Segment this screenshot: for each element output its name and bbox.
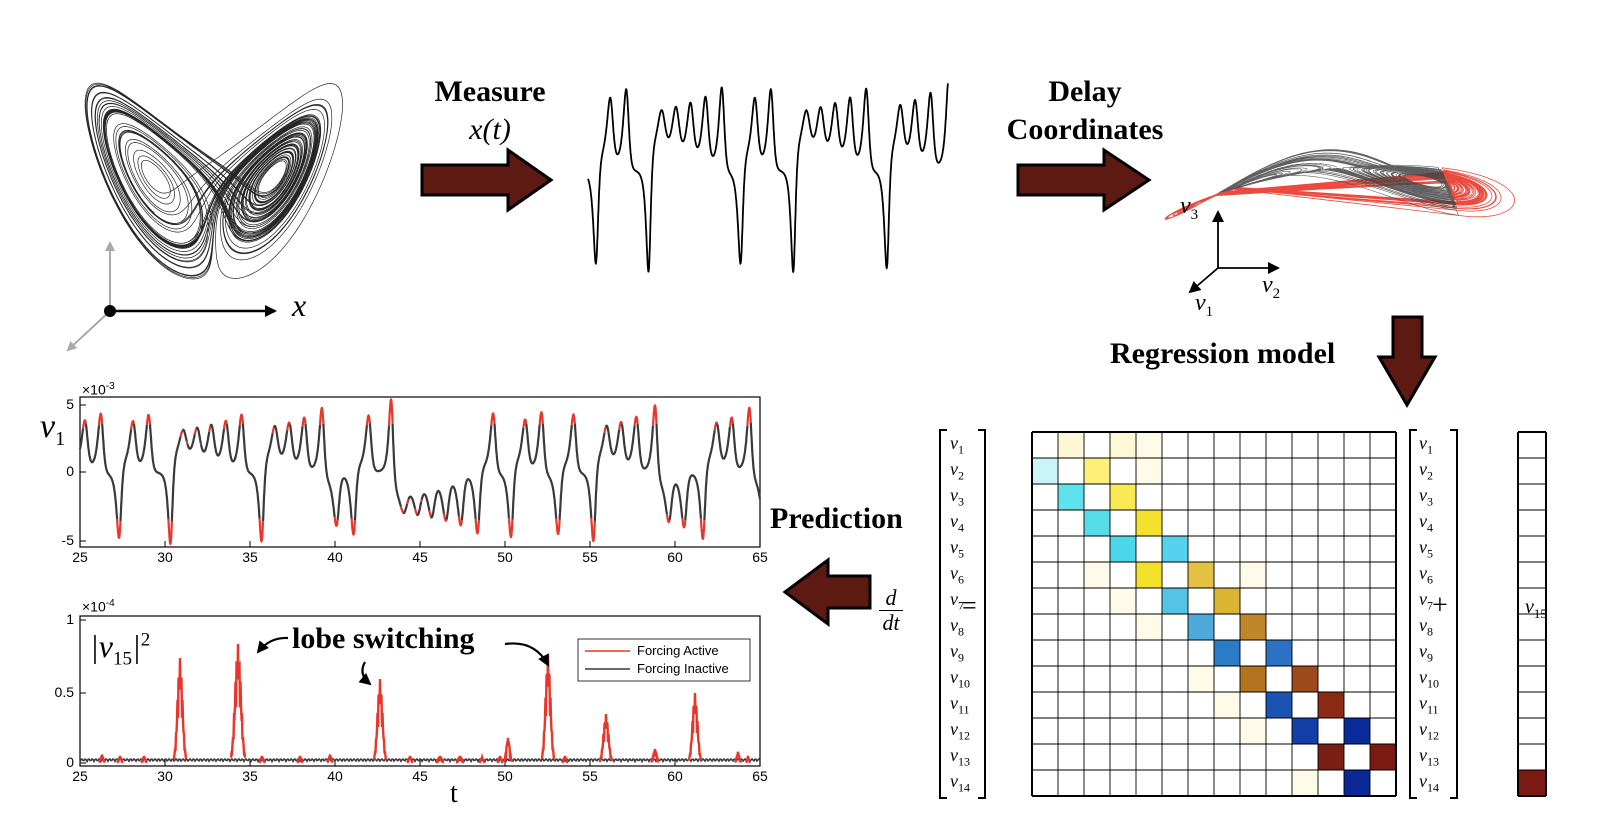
state-vector-entry: v1 (1419, 433, 1433, 457)
state-vector-entry: v1 (950, 433, 964, 457)
state-vector-entry: v7 (950, 589, 964, 613)
prediction-arrow (782, 557, 872, 627)
v15-xtick-label: 30 (157, 768, 173, 784)
state-vector-entry: v4 (950, 511, 964, 535)
state-vector-entry: v3 (1419, 485, 1433, 509)
legend-forcing-inactive: Forcing Inactive (637, 661, 729, 676)
v1-xtick-label: 50 (497, 549, 513, 565)
v15-xtick-label: 25 (72, 768, 88, 784)
delay-arrow (1016, 147, 1152, 213)
state-vector-entry: v4 (1419, 511, 1433, 535)
delay-label: Delay (1048, 75, 1122, 108)
v1-xtick-label: 65 (752, 549, 768, 565)
regression-matrix (939, 429, 1547, 799)
v15-xtick-label: 55 (582, 768, 598, 784)
attractor-axes (66, 241, 277, 352)
v1-xtick-label: 60 (667, 549, 683, 565)
v1-xtick-label: 30 (157, 549, 173, 565)
state-vector-entry: v14 (1419, 771, 1439, 795)
state-vector-entry: v9 (1419, 641, 1433, 665)
state-vector-entry: v5 (950, 537, 964, 561)
v1-axis-label: v1 (1195, 290, 1214, 320)
delay-embedded-attractor (1164, 149, 1516, 220)
state-vector-entry: v11 (1419, 693, 1439, 717)
state-vector-entry: v13 (1419, 745, 1439, 769)
v15-xtick-label: 35 (242, 768, 258, 784)
legend-forcing-active: Forcing Active (637, 643, 719, 658)
state-vector-entry: v11 (950, 693, 970, 717)
coordinates-label: Coordinates (1006, 113, 1164, 146)
state-vector-entry: v3 (950, 485, 964, 509)
v15-xtick-label: 45 (412, 768, 428, 784)
lobe-switching-annotation: lobe switching (292, 622, 475, 655)
state-vector-entry: v5 (1419, 537, 1433, 561)
v1-xtick-label: 25 (72, 549, 88, 565)
t-axis-label: t (450, 778, 458, 809)
v15-plot-ylabel: |v15|2 (90, 628, 151, 670)
state-vector-entry: v2 (950, 459, 964, 483)
plus-sign: + (1432, 590, 1448, 621)
v15-plot-exponent: ×10-4 (82, 598, 115, 615)
v1-ytick-label: 0 (66, 463, 74, 479)
legend-box (577, 638, 751, 682)
v1-plot (78, 396, 761, 548)
v1-ytick-label: -5 (61, 532, 74, 548)
v15-ytick-label: 0 (66, 754, 74, 770)
equals-sign: = (962, 591, 977, 620)
prediction-label: Prediction (770, 502, 903, 535)
v15-ytick-label: 0.5 (54, 684, 74, 700)
state-vector-entry: v6 (1419, 563, 1433, 587)
v15-ytick-label: 1 (66, 611, 74, 627)
state-vector-entry: v2 (1419, 459, 1433, 483)
v2-axis-label: v2 (1262, 272, 1281, 302)
measure-arrow (420, 147, 554, 213)
state-vector-entry: v13 (950, 745, 970, 769)
v1-xtick-label: 40 (327, 549, 343, 565)
measure-signal-label: x(t) (469, 113, 511, 146)
v1-ytick-label: 5 (66, 396, 74, 412)
measure-label: Measure (434, 75, 546, 108)
derivative-operator: d dt (876, 586, 906, 635)
lorenz-attractor (84, 82, 343, 280)
process-arrows (420, 147, 1438, 627)
state-vector-entry: v10 (1419, 667, 1439, 691)
v1-xtick-label: 45 (412, 549, 428, 565)
v15-xtick-label: 60 (667, 768, 683, 784)
state-vector-entry: v10 (950, 667, 970, 691)
v1-xtick-label: 35 (242, 549, 258, 565)
state-vector-entry: v7 (1419, 589, 1433, 613)
forcing-label: v15 (1525, 596, 1547, 621)
v1-plot-exponent: ×10-3 (82, 381, 115, 398)
embedding-axes (1188, 210, 1280, 294)
v15-xtick-label: 50 (497, 768, 513, 784)
state-vector-entry: v14 (950, 771, 970, 795)
measured-time-series (587, 83, 949, 274)
v1-xtick-label: 55 (582, 549, 598, 565)
state-vector-entry: v6 (950, 563, 964, 587)
v15-plot (79, 615, 761, 767)
v15-xtick-label: 40 (327, 768, 343, 784)
v1-plot-ylabel: v1 (40, 408, 66, 450)
state-vector-entry: v9 (950, 641, 964, 665)
v15-xtick-label: 65 (752, 768, 768, 784)
v3-axis-label: v3 (1180, 193, 1199, 223)
x-axis-label: x (292, 287, 307, 323)
state-vector-entry: v12 (1419, 719, 1439, 743)
state-vector-entry: v8 (1419, 615, 1433, 639)
regression-label: Regression model (1110, 337, 1336, 370)
state-vector-entry: v12 (950, 719, 970, 743)
regression-arrow (1376, 315, 1438, 408)
state-vector-entry: v8 (950, 615, 964, 639)
